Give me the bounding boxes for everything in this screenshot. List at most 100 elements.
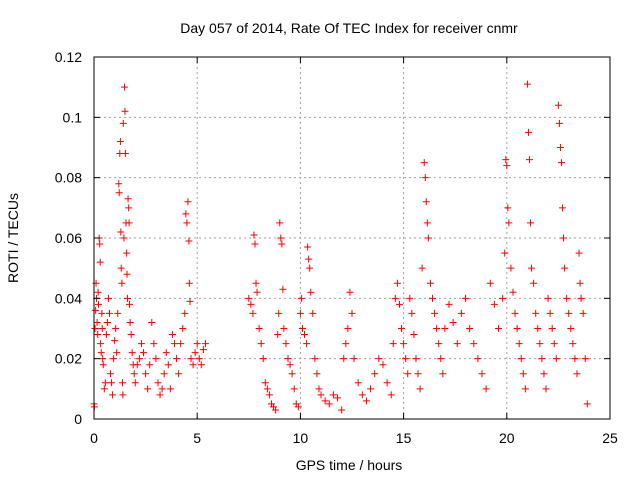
data-point: [250, 231, 258, 239]
data-point: [515, 340, 523, 348]
data-point: [532, 309, 540, 317]
data-point: [445, 300, 453, 308]
data-point: [519, 370, 527, 378]
data-point: [325, 400, 333, 408]
data-point: [538, 355, 546, 363]
data-point: [130, 370, 138, 378]
data-point: [120, 234, 128, 242]
data-point: [189, 361, 197, 369]
data-point: [115, 189, 123, 197]
data-point: [102, 331, 110, 339]
data-point: [303, 340, 311, 348]
data-point: [338, 406, 346, 414]
data-point: [182, 210, 190, 218]
data-point: [111, 337, 119, 345]
data-point: [103, 318, 111, 326]
data-point: [344, 325, 352, 332]
data-point: [350, 355, 358, 363]
data-point: [406, 294, 414, 302]
data-point: [521, 385, 529, 393]
data-point: [550, 340, 558, 348]
data-point: [123, 249, 131, 257]
data-point: [137, 340, 145, 348]
data-point: [542, 385, 550, 393]
data-point: [146, 361, 154, 369]
data-point: [482, 385, 490, 393]
data-point: [462, 294, 470, 302]
data-point: [393, 279, 401, 287]
data-point: [408, 309, 416, 317]
data-point: [284, 355, 292, 363]
data-point: [321, 397, 329, 405]
data-point: [466, 325, 474, 332]
data-point: [418, 264, 426, 272]
data-point: [294, 403, 302, 411]
x-tick-label: 15: [396, 430, 412, 446]
data-point: [441, 325, 449, 332]
data-point: [565, 309, 573, 317]
data-point: [195, 355, 203, 363]
data-point: [556, 144, 564, 151]
data-point: [560, 234, 568, 242]
data-point: [511, 309, 519, 317]
data-point: [150, 340, 158, 348]
tick-marks: [93, 56, 611, 420]
data-point: [181, 309, 189, 317]
data-point: [552, 355, 560, 363]
data-point: [119, 119, 127, 127]
data-point: [201, 340, 209, 348]
data-point: [317, 391, 325, 399]
data-point: [247, 300, 255, 308]
data-point: [426, 279, 434, 287]
data-point: [509, 288, 517, 296]
data-point: [272, 406, 280, 414]
data-point: [410, 331, 418, 339]
data-point: [251, 240, 259, 248]
data-point: [255, 325, 263, 332]
data-point: [280, 325, 288, 332]
data-point: [540, 370, 548, 378]
data-point: [107, 370, 115, 378]
data-point: [367, 385, 375, 393]
y-tick-label: 0.02: [55, 351, 82, 367]
data-point: [311, 355, 319, 363]
chart-title: Day 057 of 2014, Rate Of TEC Index for r…: [180, 20, 518, 36]
data-point: [297, 294, 305, 302]
data-point: [527, 219, 535, 227]
data-point: [504, 204, 512, 212]
data-point: [282, 340, 290, 348]
data-point: [579, 309, 587, 317]
data-point: [276, 219, 284, 227]
data-point: [162, 349, 170, 357]
data-point: [536, 340, 544, 348]
data-point: [412, 355, 420, 363]
data-point: [478, 370, 486, 378]
data-point: [117, 264, 125, 272]
data-point: [499, 294, 507, 302]
data-point: [523, 80, 531, 88]
data-point: [135, 355, 143, 363]
x-tick-label: 10: [293, 430, 309, 446]
data-point: [439, 370, 447, 378]
data-point: [185, 279, 193, 287]
data-point: [97, 340, 105, 348]
y-tick-label: 0: [74, 411, 82, 427]
data-point: [96, 240, 104, 248]
data-point: [186, 297, 194, 305]
data-point: [275, 309, 283, 317]
data-point: [422, 198, 430, 206]
data-point: [126, 318, 134, 326]
data-point: [340, 355, 348, 363]
data-point: [470, 340, 478, 348]
data-point: [144, 385, 152, 393]
data-point: [387, 391, 395, 399]
data-point: [170, 340, 178, 348]
data-point: [433, 325, 441, 332]
data-point: [123, 270, 131, 278]
data-point: [119, 391, 127, 399]
data-point: [437, 355, 445, 363]
data-point: [164, 361, 172, 369]
data-point: [94, 288, 102, 296]
data-point: [457, 309, 465, 317]
data-point: [348, 309, 356, 317]
